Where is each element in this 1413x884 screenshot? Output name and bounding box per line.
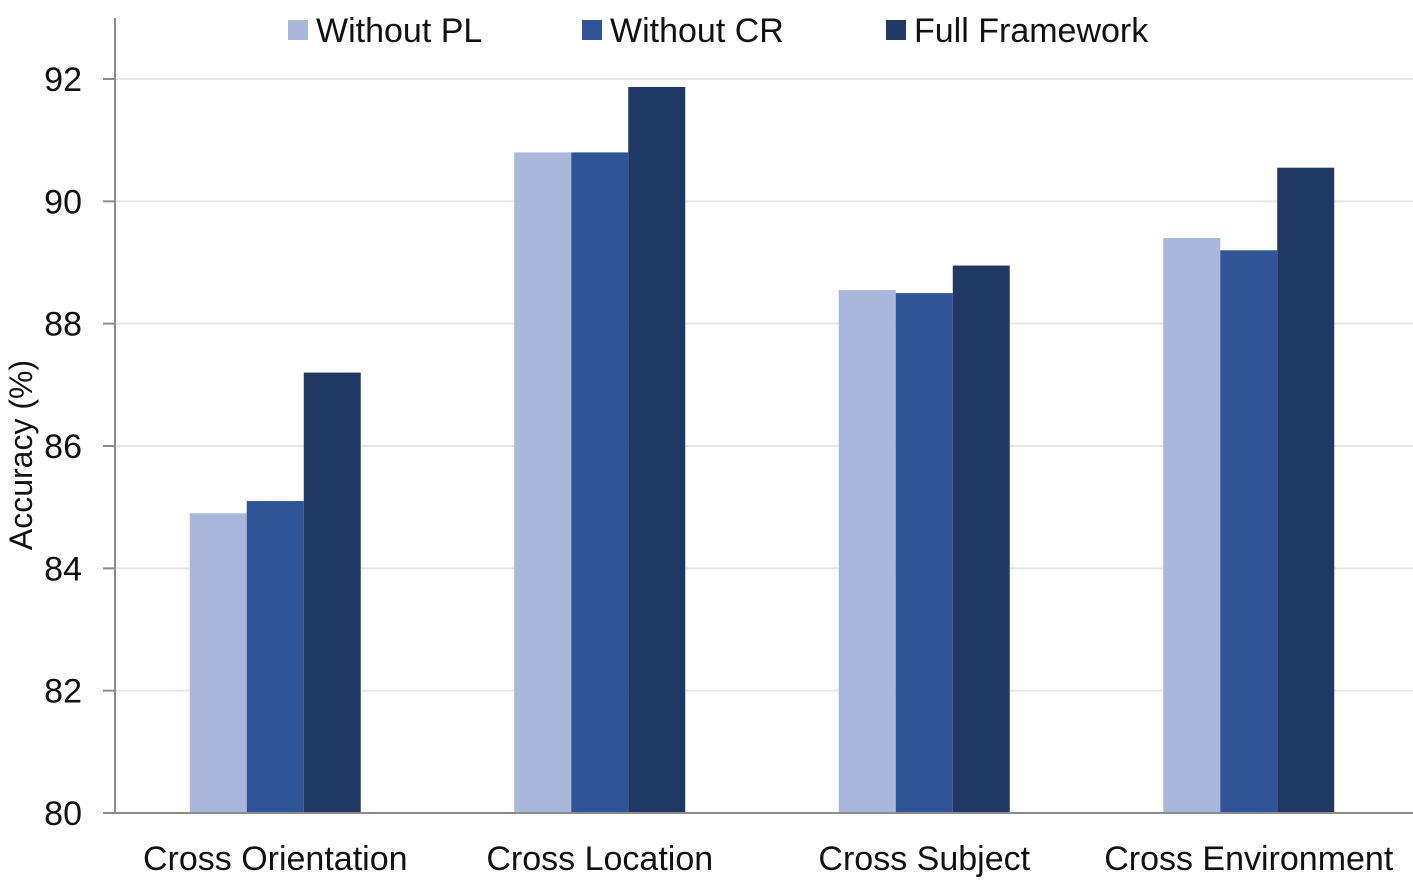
category-label: Cross Orientation bbox=[143, 840, 408, 878]
legend-swatch bbox=[288, 20, 308, 40]
legend-swatch bbox=[582, 20, 602, 40]
bar-full-framework bbox=[628, 86, 686, 814]
bar-without-pl bbox=[838, 290, 896, 813]
bar-without-cr bbox=[895, 293, 953, 813]
bars bbox=[189, 86, 1335, 814]
legend-swatch bbox=[886, 20, 906, 40]
legend-label: Without PL bbox=[316, 12, 482, 50]
bar-without-pl bbox=[514, 152, 572, 813]
y-tick-label: 90 bbox=[44, 183, 82, 221]
bar-without-pl bbox=[189, 513, 247, 813]
y-tick-label: 88 bbox=[44, 306, 82, 344]
category-label: Cross Location bbox=[486, 840, 713, 878]
bar-full-framework bbox=[303, 372, 361, 813]
legend-label: Full Framework bbox=[914, 12, 1149, 50]
y-tick-label: 80 bbox=[44, 795, 82, 833]
legend: Without PL Without CR Full Framework bbox=[288, 12, 1149, 50]
category-labels: Cross Orientation Cross Location Cross Sub… bbox=[143, 840, 1394, 878]
bar-full-framework bbox=[1277, 167, 1335, 814]
bar-without-cr bbox=[571, 152, 629, 813]
y-axis-title: Accuracy (%) bbox=[3, 360, 39, 550]
category-label: Cross Environment bbox=[1104, 840, 1394, 878]
bar-without-cr bbox=[246, 501, 304, 813]
legend-label: Without CR bbox=[610, 12, 784, 50]
bar-full-framework bbox=[952, 265, 1010, 813]
y-tick-label: 86 bbox=[44, 428, 82, 466]
category-label: Cross Subject bbox=[818, 840, 1030, 878]
y-tick-label: 84 bbox=[44, 550, 82, 588]
y-tick-label: 82 bbox=[44, 673, 82, 711]
bar-without-pl bbox=[1163, 238, 1221, 814]
axes bbox=[103, 18, 1413, 814]
y-tick-label: 92 bbox=[44, 61, 82, 99]
y-tick-labels: 80 82 84 86 88 90 92 bbox=[44, 61, 82, 833]
bar-without-cr bbox=[1220, 250, 1278, 813]
